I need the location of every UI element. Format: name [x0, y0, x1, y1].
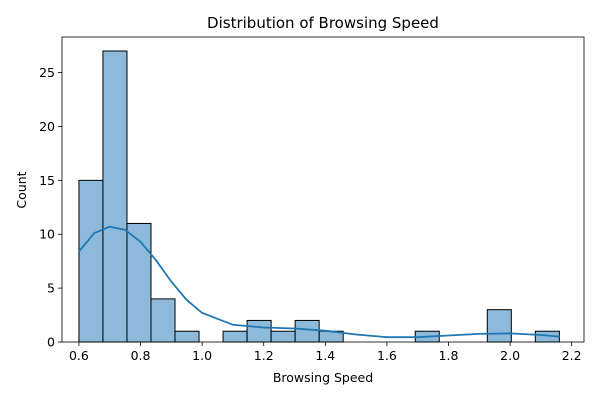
- y-axis-label: Count: [14, 171, 29, 208]
- histogram-bar: [174, 330, 200, 343]
- x-tick-label: 0.8: [131, 348, 151, 363]
- histogram-bar: [222, 330, 248, 343]
- x-axis: 0.6 0.8 1.0 1.2 1.4 1.6 1.8 2.0 2.2: [69, 342, 582, 363]
- x-tick-label: 0.6: [69, 348, 89, 363]
- y-tick-label: 15: [39, 173, 55, 188]
- y-axis: 0 5 10 15 20 25: [39, 65, 62, 350]
- x-tick-label: 1.6: [377, 348, 397, 363]
- histogram-bar: [126, 222, 152, 343]
- chart-title: Distribution of Browsing Speed: [207, 14, 439, 32]
- histogram-bar: [78, 179, 104, 343]
- histogram-bar: [270, 330, 296, 343]
- histogram-bar: [294, 319, 320, 343]
- y-tick-label: 0: [47, 335, 55, 350]
- x-tick-label: 1.8: [439, 348, 459, 363]
- kde-line: [78, 225, 560, 339]
- x-axis-label: Browsing Speed: [273, 370, 373, 385]
- bars-group: [78, 50, 560, 343]
- x-tick-label: 2.0: [500, 348, 520, 363]
- y-tick-label: 25: [39, 65, 55, 80]
- histogram-bar: [150, 298, 176, 343]
- x-tick-label: 1.4: [315, 348, 335, 363]
- x-tick-label: 2.2: [562, 348, 582, 363]
- plot-frame: [61, 36, 585, 343]
- y-tick-label: 5: [47, 281, 55, 296]
- histogram-bar: [486, 309, 512, 343]
- histogram-bar: [102, 50, 128, 343]
- y-tick-label: 10: [39, 227, 55, 242]
- x-tick-label: 1.2: [254, 348, 274, 363]
- y-tick-label: 20: [39, 119, 55, 134]
- x-tick-label: 1.0: [192, 348, 212, 363]
- histogram-bar: [246, 319, 272, 343]
